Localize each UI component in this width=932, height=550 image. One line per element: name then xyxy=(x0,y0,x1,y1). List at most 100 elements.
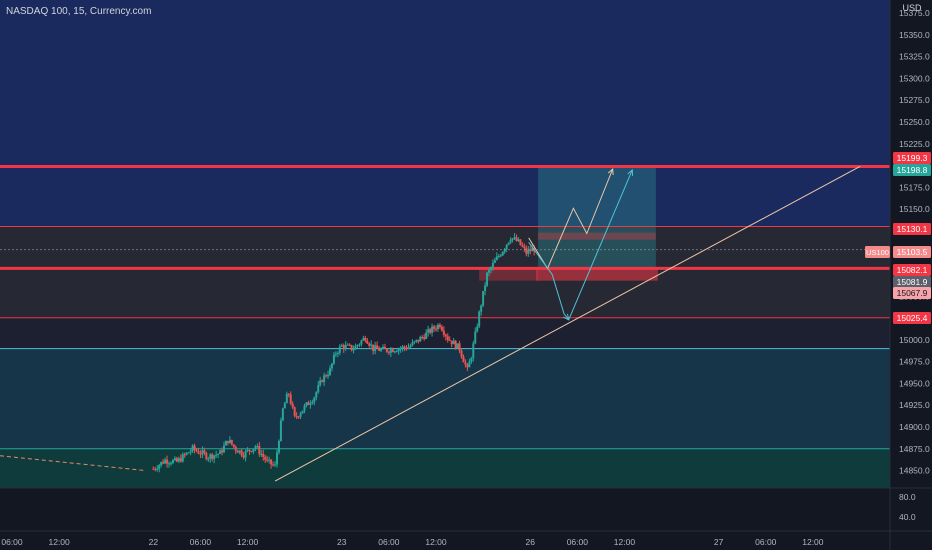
candle-body xyxy=(501,251,504,256)
x-tick-label: 12:00 xyxy=(802,537,824,547)
y-tick-label: 14950.0 xyxy=(899,378,930,388)
candle-body xyxy=(281,408,284,421)
indicator-tick-label: 40.0 xyxy=(899,512,916,522)
candle-body xyxy=(205,452,208,459)
candle-body xyxy=(264,456,267,460)
candle-body xyxy=(224,441,227,446)
candle-body xyxy=(279,420,282,442)
dashed-line[interactable] xyxy=(0,455,146,472)
candle-body xyxy=(464,362,467,365)
candle-body xyxy=(356,345,359,347)
x-tick-label: 06:00 xyxy=(190,537,212,547)
candle-body xyxy=(421,336,424,338)
candle-body xyxy=(385,349,388,352)
price-tag-label: 15199.3 xyxy=(897,153,928,163)
candle-body xyxy=(419,336,422,342)
candle-body xyxy=(272,464,275,466)
candle-body xyxy=(509,239,512,243)
candle-body xyxy=(207,458,210,460)
bullish-projection-head[interactable] xyxy=(607,168,614,176)
candle-body xyxy=(344,345,347,349)
candle-body xyxy=(340,345,343,347)
x-tick-label: 12:00 xyxy=(614,537,636,547)
candle-body xyxy=(199,453,202,455)
candle-body xyxy=(521,244,524,247)
bearish-projection[interactable] xyxy=(528,242,570,321)
price-zones xyxy=(0,0,890,488)
currency-label: USD xyxy=(902,3,922,13)
price-tag-label: 15082.1 xyxy=(897,265,928,275)
price-zone xyxy=(0,0,890,227)
candle-body xyxy=(268,459,271,461)
candle-body xyxy=(295,415,298,417)
horizontal-levels[interactable] xyxy=(0,164,890,472)
series-name-label: US100 xyxy=(866,248,889,257)
candle-body xyxy=(223,445,225,453)
candle-body xyxy=(505,244,508,250)
candle-body xyxy=(152,468,155,470)
candle-body xyxy=(491,262,494,268)
candle-body xyxy=(327,374,330,377)
candle-body xyxy=(456,343,459,349)
recovery-projection[interactable] xyxy=(568,169,633,320)
price-zone xyxy=(0,226,890,318)
recovery-projection-head[interactable] xyxy=(627,168,634,176)
trendline[interactable] xyxy=(274,166,861,482)
candle-body xyxy=(348,344,351,346)
projection-arrows[interactable] xyxy=(528,168,634,321)
candle-body xyxy=(238,450,241,453)
candle-body xyxy=(160,461,163,466)
candle-body xyxy=(484,285,487,291)
candle-body xyxy=(293,407,296,416)
candle-body xyxy=(291,403,294,408)
y-tick-label: 15275.0 xyxy=(899,95,930,105)
candle-body xyxy=(499,255,502,257)
candle-body xyxy=(448,339,451,341)
candle-body xyxy=(193,445,196,450)
candle-body xyxy=(489,267,492,270)
candle-body xyxy=(383,346,386,350)
candle-body xyxy=(493,260,496,263)
demand-box[interactable] xyxy=(479,268,539,281)
price-tag-last xyxy=(893,246,931,258)
candle-body xyxy=(338,346,341,353)
candle-body xyxy=(191,445,194,452)
candle-body xyxy=(350,344,353,350)
candle-body xyxy=(360,340,363,345)
candle-body xyxy=(452,340,455,345)
target-zone[interactable] xyxy=(538,166,656,269)
candle-body xyxy=(472,343,475,359)
candle-body xyxy=(177,458,180,462)
candle-body xyxy=(166,459,169,464)
candle-body xyxy=(431,326,434,333)
candle-body xyxy=(283,403,286,409)
ascending-trendline[interactable] xyxy=(274,166,861,482)
y-tick-label: 14900.0 xyxy=(899,422,930,432)
candle-body xyxy=(164,459,167,464)
candle-body xyxy=(168,463,171,465)
candle-body xyxy=(301,410,304,414)
candle-body xyxy=(297,416,300,418)
candle-body xyxy=(330,363,333,369)
time-axis: 06:00 12:00 22 06:00 12:00 23 06:00 12:00 26 06:0… xyxy=(0,530,932,547)
candle-body xyxy=(277,441,280,453)
candle-body xyxy=(219,450,222,454)
candle-body xyxy=(171,460,174,464)
stop-zone[interactable] xyxy=(536,268,658,281)
price-tag-label: 15198.8 xyxy=(897,165,928,175)
price-tag-level xyxy=(893,152,931,164)
candle-body xyxy=(395,351,398,353)
candle-body xyxy=(480,305,483,312)
y-tick-label: 15150.0 xyxy=(899,204,930,214)
long-position-tool[interactable] xyxy=(479,166,658,281)
bullish-projection[interactable] xyxy=(528,168,614,270)
candle-body xyxy=(181,454,184,462)
candle-body xyxy=(325,375,328,377)
candle-body xyxy=(299,413,302,417)
candle-body xyxy=(270,459,273,465)
candle-body xyxy=(232,444,235,447)
resistance-box[interactable] xyxy=(538,232,656,240)
candle-body xyxy=(409,345,412,348)
x-tick-label: 26 xyxy=(525,537,535,547)
